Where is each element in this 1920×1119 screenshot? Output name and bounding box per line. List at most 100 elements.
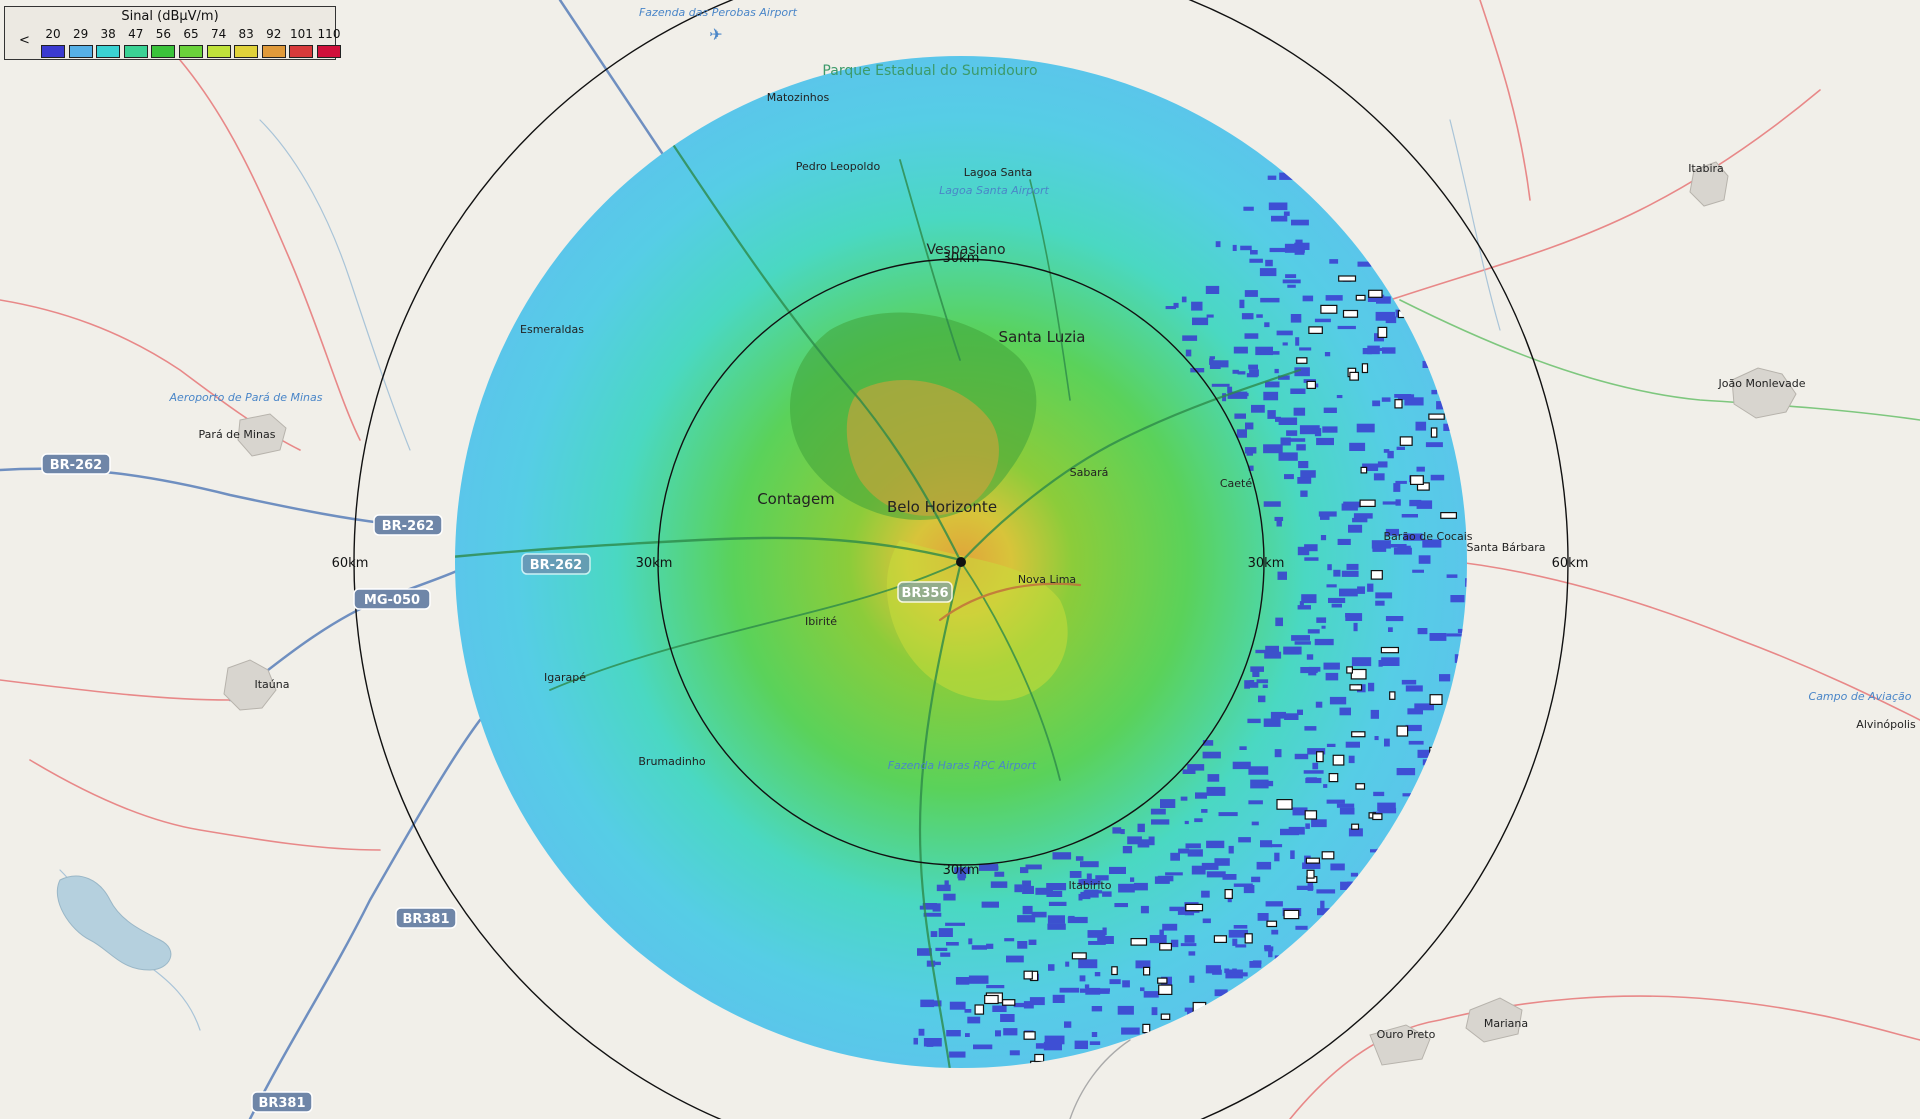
weak-signal-cell xyxy=(1275,617,1283,627)
weak-signal-cell xyxy=(1339,588,1358,597)
no-signal-cell xyxy=(1296,357,1308,364)
weak-signal-cell xyxy=(1074,1040,1088,1049)
no-signal-cell xyxy=(1185,903,1204,912)
weak-signal-cell xyxy=(930,931,938,937)
weak-signal-cell xyxy=(1264,946,1274,952)
weak-signal-cell xyxy=(1385,528,1399,536)
no-signal-cell xyxy=(1428,413,1445,420)
weak-signal-cell xyxy=(1265,381,1280,388)
signal-legend: Sinal (dBµV/m) < 20 29 38 47 56 65 74 83 92 101 11… xyxy=(4,6,341,60)
weak-signal-cell xyxy=(1395,480,1407,484)
weak-signal-cell xyxy=(1237,371,1246,375)
weak-signal-cell xyxy=(1429,633,1447,641)
weak-signal-cell xyxy=(1271,929,1279,935)
weak-signal-cell xyxy=(955,977,970,985)
weak-signal-cell xyxy=(1091,1032,1098,1037)
weak-signal-cell xyxy=(1022,905,1033,915)
weak-signal-cell xyxy=(1065,961,1070,967)
weak-signal-cell xyxy=(1321,625,1326,629)
weak-signal-cell xyxy=(1317,908,1334,916)
ring-label-30km-east: 30km xyxy=(1248,556,1285,571)
weak-signal-cell xyxy=(1150,808,1166,815)
road-north-west xyxy=(179,59,361,441)
weak-signal-cell xyxy=(1323,662,1340,670)
ring-label-30km-west: 30km xyxy=(636,556,673,571)
no-signal-cell xyxy=(1160,1013,1171,1020)
weak-signal-cell xyxy=(1278,375,1290,380)
weak-signal-cell xyxy=(938,928,953,937)
weak-signal-cell xyxy=(1169,906,1185,912)
weak-signal-cell xyxy=(1232,244,1237,251)
weak-signal-cell xyxy=(1302,295,1314,302)
weak-signal-cell xyxy=(1291,219,1309,226)
label-para-de-minas: Pará de Minas xyxy=(199,428,276,441)
no-signal-cell xyxy=(1429,694,1443,706)
weak-signal-cell xyxy=(1017,915,1036,923)
no-signal-cell xyxy=(1440,511,1458,519)
weak-signal-cell xyxy=(1044,1035,1065,1045)
weak-signal-cell xyxy=(1450,595,1465,603)
legend-tick: 101 xyxy=(289,27,313,41)
legend-tick: 83 xyxy=(238,27,254,41)
weak-signal-cell xyxy=(1078,959,1098,969)
weak-signal-cell xyxy=(1262,351,1280,355)
weak-signal-cell xyxy=(1430,474,1445,481)
weak-signal-cell xyxy=(1184,820,1189,825)
weak-signal-cell xyxy=(1446,633,1464,637)
weak-signal-cell xyxy=(1268,202,1288,211)
weak-signal-cell xyxy=(1022,880,1031,889)
weak-signal-cell xyxy=(1260,840,1273,848)
label-santa-luzia: Santa Luzia xyxy=(999,328,1086,346)
weak-signal-cell xyxy=(1305,777,1322,784)
weak-signal-cell xyxy=(1151,1007,1158,1016)
weak-signal-cell xyxy=(1287,284,1296,288)
no-signal-cell xyxy=(1372,813,1383,821)
weak-signal-cell xyxy=(1297,477,1312,484)
no-signal-cell xyxy=(1142,966,1151,976)
weak-signal-cell xyxy=(1341,570,1359,577)
weak-signal-cell xyxy=(1029,997,1045,1006)
weak-signal-cell xyxy=(1417,749,1432,758)
weak-signal-cell xyxy=(1181,296,1187,303)
weak-signal-cell xyxy=(1393,483,1401,492)
weak-signal-cell xyxy=(1295,239,1303,244)
weak-signal-cell xyxy=(1205,965,1221,974)
weak-signal-cell xyxy=(1383,449,1390,453)
weak-signal-cell xyxy=(1323,407,1337,413)
weak-signal-cell xyxy=(1265,901,1283,907)
weak-signal-cell xyxy=(992,1005,1007,1012)
weak-signal-cell xyxy=(1240,245,1252,251)
legend-swatch xyxy=(96,45,121,58)
weak-signal-cell xyxy=(1263,501,1281,507)
weak-signal-cell xyxy=(1206,314,1214,318)
weak-signal-cell xyxy=(1339,807,1355,815)
label-barao-de-cocais: Barão de Cocais xyxy=(1383,530,1472,543)
weak-signal-cell xyxy=(1252,669,1260,677)
road-west-2 xyxy=(0,679,231,701)
weak-signal-cell xyxy=(1314,318,1331,323)
weak-signal-cell xyxy=(1148,836,1155,846)
weak-signal-cell xyxy=(1091,1006,1103,1012)
weak-signal-cell xyxy=(1258,695,1266,703)
road-east-2 xyxy=(1399,299,1920,421)
weak-signal-cell xyxy=(1079,975,1086,982)
svg-text:BR-262: BR-262 xyxy=(530,558,582,573)
weak-signal-cell xyxy=(1250,250,1258,255)
shield-br262-west: BR-262 xyxy=(41,453,111,475)
transmitter-site[interactable] xyxy=(956,557,966,567)
weak-signal-cell xyxy=(1296,885,1314,890)
legend-tick: 29 xyxy=(72,27,89,41)
weak-signal-cell xyxy=(1004,938,1015,942)
weak-signal-cell xyxy=(1353,513,1373,519)
weak-signal-cell xyxy=(1173,302,1179,308)
legend-tick: 65 xyxy=(183,27,199,41)
weak-signal-cell xyxy=(913,1037,918,1045)
weak-signal-cell xyxy=(1362,348,1372,355)
weak-signal-cell xyxy=(1185,349,1192,357)
weak-signal-cell xyxy=(1122,980,1130,988)
weak-signal-cell xyxy=(1250,666,1264,672)
weak-signal-cell xyxy=(1284,713,1299,720)
weak-signal-cell xyxy=(1265,259,1273,267)
no-signal-cell xyxy=(1361,363,1369,374)
